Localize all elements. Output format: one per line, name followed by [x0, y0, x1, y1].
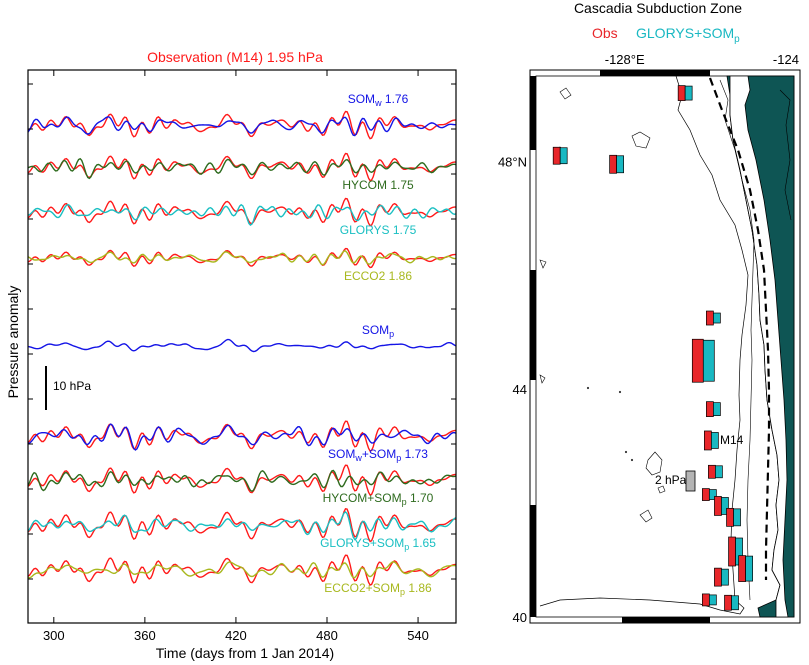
station-label-m14: M14 — [720, 433, 744, 447]
model-series-SOMw+SOMp — [27, 423, 457, 451]
model-series-GLORYS — [27, 203, 457, 227]
map-panel: Cascadia Subduction Zone Obs GLORYS+SOMp — [498, 0, 801, 625]
series-label-SOMw+SOMp: SOMw+SOMp 1.73 — [328, 447, 428, 463]
station-bar-model — [708, 594, 717, 606]
left-plot-frame — [27, 69, 457, 624]
series-label-HYCOM+SOMp: HYCOM+SOMp 1.70 — [323, 491, 434, 507]
series-label-ECCO2: ECCO2 1.86 — [344, 269, 412, 283]
station-bar-model — [559, 147, 568, 165]
series-layer — [27, 110, 457, 586]
station-bar-model — [731, 595, 739, 611]
model-series-HYCOM+SOMp — [27, 469, 457, 493]
obs-series-HYCOM — [27, 152, 457, 182]
legend-glorys-somp-sub: p — [734, 34, 740, 45]
scale-bar-label: 10 hPa — [53, 379, 91, 393]
x-tick-label: 480 — [316, 628, 338, 643]
map-edge-bar-top — [600, 70, 710, 76]
x-tick-label: 300 — [43, 628, 65, 643]
map-lat-label: 48°N — [498, 154, 527, 169]
model-series-SOMw — [27, 116, 456, 137]
map-title: Cascadia Subduction Zone — [574, 0, 742, 16]
station-bars — [552, 85, 753, 611]
model-series-HYCOM — [27, 157, 457, 180]
station-bar-obs — [738, 555, 746, 582]
station-bar-obs — [708, 464, 716, 479]
station-bar-obs — [728, 536, 736, 567]
model-series-SOMp — [27, 338, 457, 353]
station-bar-obs — [714, 496, 722, 516]
left-chart-title: Observation (M14) 1.95 hPa — [147, 49, 323, 65]
station-bar-model — [715, 465, 723, 479]
x-axis-label: Time (days from 1 Jan 2014) — [156, 645, 334, 661]
map-scale-bar — [685, 470, 696, 492]
map-lon-label: -128°E — [605, 52, 645, 67]
series-labels: SOMw 1.76 HYCOM 1.75 GLORYS 1.75 ECCO2 1.86… — [320, 92, 436, 597]
x-tick-label: 540 — [407, 628, 429, 643]
white-coastal-band — [729, 75, 789, 618]
map-axis-labels: -128°E -124 48°N 44 40 — [498, 52, 799, 625]
time-series-panel: Observation (M14) 1.95 hPa Pressure anom… — [5, 49, 457, 661]
station-bar-obs — [706, 401, 714, 417]
station-bar-obs — [701, 488, 710, 501]
model-series-ECCO2 — [27, 250, 457, 266]
station-bar-obs — [724, 594, 732, 611]
station-bar-obs — [677, 85, 686, 101]
x-tick-label: 420 — [225, 628, 247, 643]
station-bar-model — [721, 568, 729, 586]
series-label-SOMp: SOMp — [362, 323, 394, 339]
legend-obs: Obs — [592, 25, 618, 41]
series-label-GLORYS: GLORYS 1.75 — [340, 223, 417, 237]
x-ticks: 300 360 420 480 540 — [28, 70, 456, 643]
legend-glorys-somp-main: GLORYS+SOM — [636, 25, 734, 41]
map-edge-bar-bottom — [622, 617, 710, 623]
station-bar-obs — [704, 430, 712, 451]
map-edge-bar-left — [530, 270, 536, 380]
station-bar-model — [713, 402, 721, 416]
station-bar-model — [745, 555, 753, 582]
station-bar-model — [616, 155, 624, 174]
station-bar-obs — [726, 507, 734, 527]
shelf-contour — [539, 75, 749, 615]
station-bar-obs — [691, 338, 704, 383]
map-lon-label: -124 — [773, 52, 799, 67]
station-bar-model — [708, 489, 717, 500]
series-label-GLORYS+SOMp: GLORYS+SOMp 1.65 — [320, 536, 436, 552]
x-tick-label: 360 — [134, 628, 156, 643]
map-edge-bar-left — [530, 505, 536, 617]
station-bar-obs — [609, 154, 617, 174]
station-bar-model — [733, 508, 741, 527]
station-bar-obs — [552, 146, 561, 165]
station-bar-model — [721, 497, 729, 515]
shelf-contour-inner — [719, 79, 755, 601]
obs-series-HYCOM+SOMp — [27, 464, 457, 496]
station-bar-model — [711, 432, 719, 449]
series-label-SOMw: SOMw 1.76 — [348, 92, 409, 108]
obs-series-ECCO2 — [27, 247, 457, 269]
station-bar-model — [684, 85, 693, 101]
station-bar-obs — [714, 567, 722, 587]
map-edge-bar-left — [530, 76, 536, 150]
y-axis-label: Pressure anomaly — [5, 286, 21, 399]
station-bar-obs — [701, 593, 710, 607]
map-lat-label: 44 — [513, 382, 527, 397]
legend-glorys-somp: GLORYS+SOMp — [636, 25, 740, 45]
series-label-HYCOM: HYCOM 1.75 — [342, 178, 414, 192]
model-series-GLORYS+SOMp — [27, 510, 457, 541]
station-bar-model — [713, 312, 721, 324]
station-bar-model — [702, 339, 715, 382]
station-bar-obs — [706, 310, 714, 326]
series-label-ECCO2+SOMp: ECCO2+SOMp 1.86 — [324, 581, 432, 597]
map-edge-ticks — [530, 70, 710, 623]
subduction-trench — [708, 77, 771, 580]
coastal-islands — [779, 89, 792, 221]
obs-series-GLORYS — [27, 197, 457, 227]
model-series-ECCO2+SOMp — [27, 561, 457, 579]
map-lat-label: 40 — [513, 610, 527, 625]
map-scale-label: 2 hPa — [655, 473, 687, 487]
